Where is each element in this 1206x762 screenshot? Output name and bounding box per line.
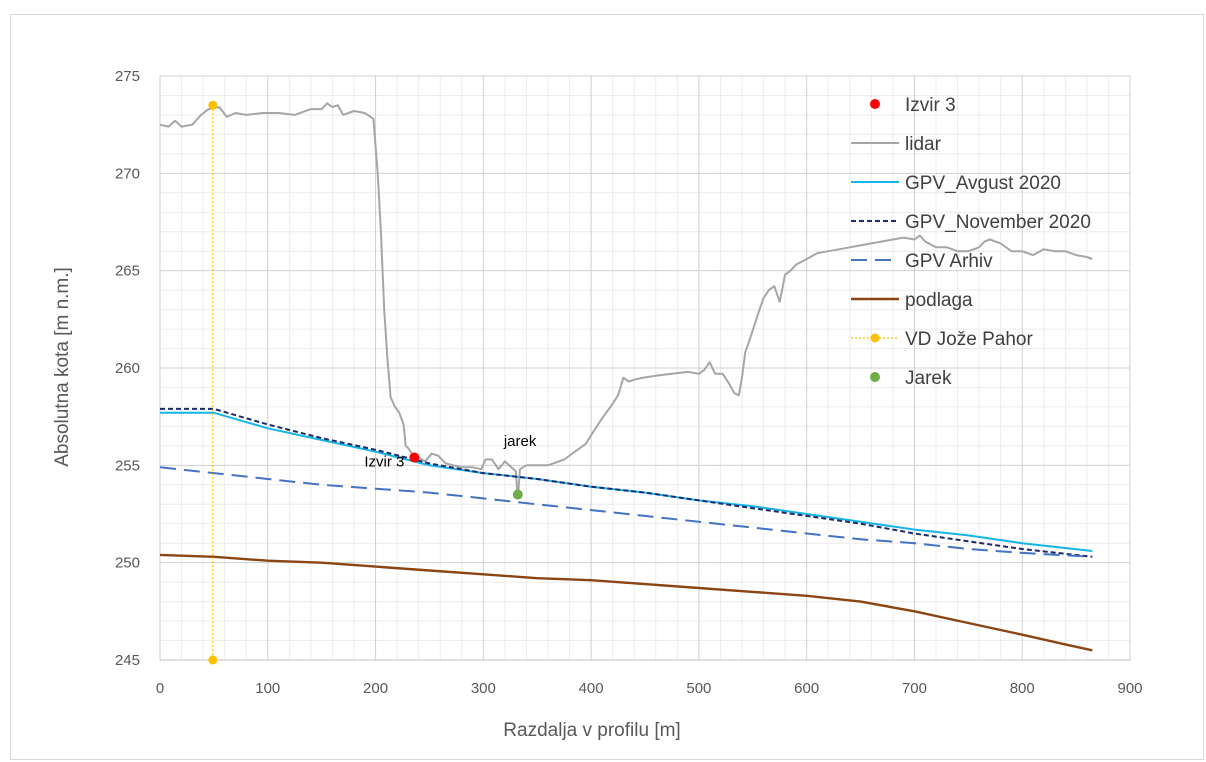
x-tick-label: 900 [1117,680,1142,697]
series-vd-jo-e-pahor-point [208,100,218,110]
x-tick-label: 500 [686,680,711,697]
x-tick-label: 400 [579,680,604,697]
legend-jarek-marker [870,372,880,382]
series-lidar-line [159,102,1093,500]
y-tick-label: 275 [115,68,140,85]
x-tick-label: 700 [902,680,927,697]
series-gpv-arhiv-line [159,466,1093,558]
legend-vd-jo-e-pahor-marker [870,333,880,343]
x-tick-label: 600 [794,680,819,697]
series-gpv-avgust-2020-line [160,411,1093,552]
series-vd-jo-e-pahor-point [208,655,218,665]
series-layer [159,102,1093,660]
x-tick-label: 0 [156,680,164,697]
x-tick-label: 100 [255,680,280,697]
annotation-label: Izvir 3 [364,454,404,471]
y-tick-label: 255 [115,457,140,474]
marker-layer [208,100,523,665]
y-axis-title: Absolutna kota [m n.m.] [52,267,73,467]
series-podlaga-line [159,553,1093,652]
x-tick-label: 300 [471,680,496,697]
y-tick-label: 260 [115,360,140,377]
legend-podlaga-label: podlaga [905,290,973,311]
series-gpv-november-2020-line [160,407,1093,558]
annotation-label: jarek [503,433,537,450]
legend-izvir-3-marker [870,99,880,109]
series-izvir-3-point [409,452,420,463]
major-gridlines [159,75,1131,661]
legend-vd-jo-e-pahor-label: VD Jože Pahor [905,329,1033,350]
legend-gpv-arhiv-label: GPV Arhiv [905,251,993,272]
legend-jarek-label: Jarek [905,368,952,389]
y-tick-label: 270 [115,165,140,182]
x-tick-label: 200 [363,680,388,697]
legend-gpv-avgust-2020-label: GPV_Avgust 2020 [905,173,1061,194]
y-tick-label: 245 [115,652,140,669]
legend-lidar-label: lidar [905,134,942,155]
legend-izvir-3-label: Izvir 3 [905,95,956,116]
x-axis-title: Razdalja v profilu [m] [503,720,680,741]
legend: Izvir 3 lidar GPV_Avgust 2020 GPV_November … [851,95,1091,389]
tick-labels: 0 100 200 300 400 500 600 700 800 900 245 250 255 260… [115,68,1143,697]
y-tick-label: 265 [115,263,140,280]
x-tick-label: 800 [1010,680,1035,697]
y-tick-label: 250 [115,555,140,572]
series-jarek-point [512,489,523,500]
annotations: Izvir 3 jarek [364,433,536,471]
legend-gpv-november-2020-label: GPV_November 2020 [905,212,1091,233]
